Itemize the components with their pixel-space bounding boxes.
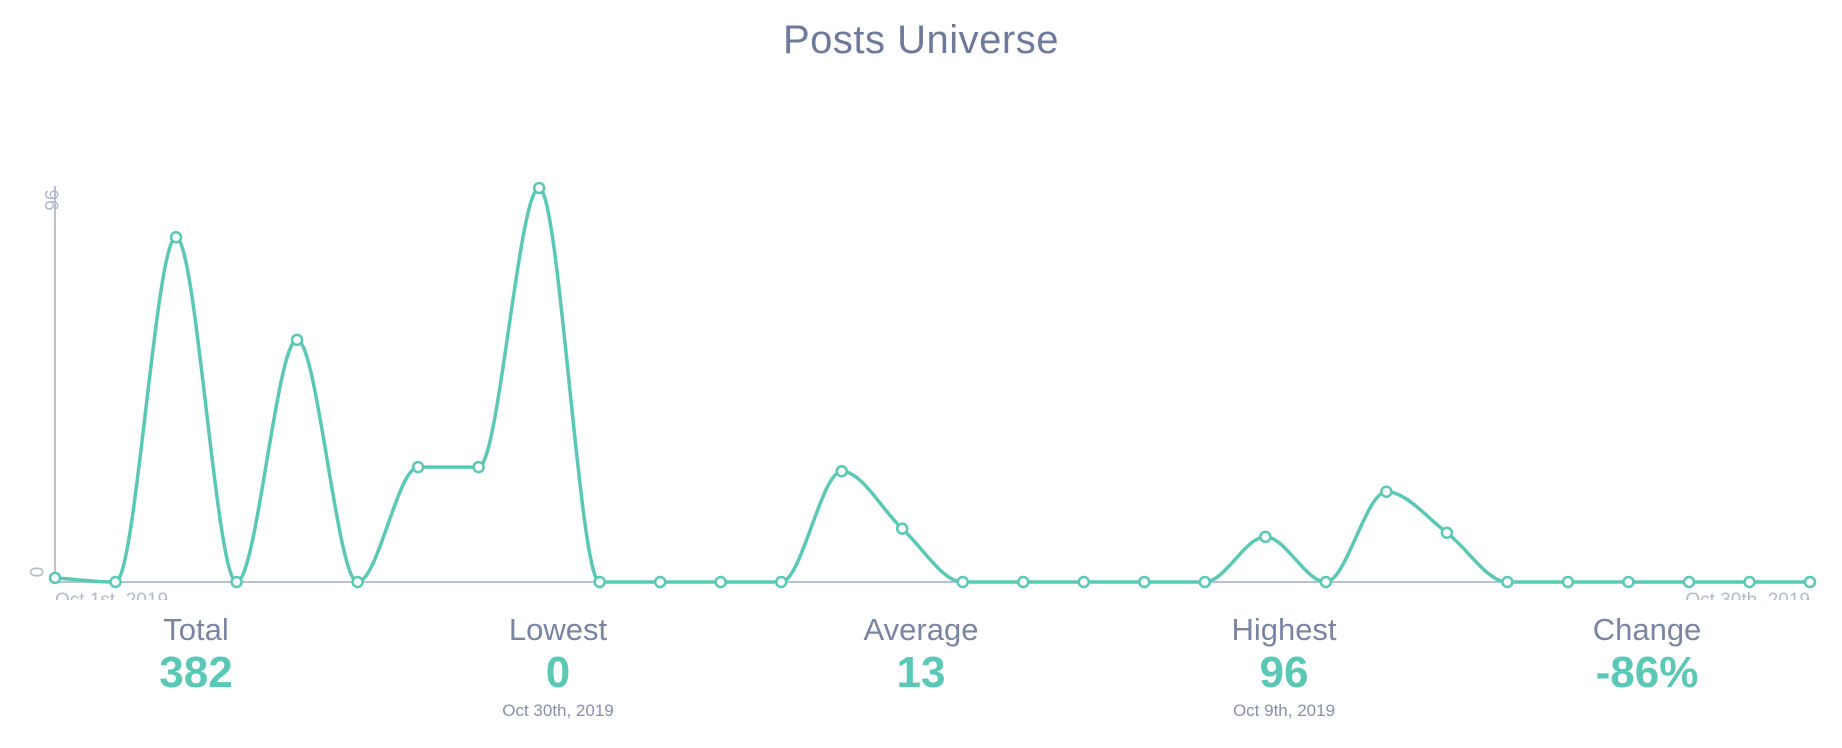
stat-lowest-value: 0 <box>545 648 571 697</box>
stat-lowest: Lowest 0 Oct 30th, 2019 <box>408 612 708 724</box>
data-point[interactable]: Oct 3rd, 2019: 84 <box>169 231 183 244</box>
stat-highest-date: Oct 9th, 2019 <box>1232 701 1336 720</box>
data-point[interactable]: Oct 12th, 2019: 0 <box>714 575 727 589</box>
data-point[interactable]: Oct 4th, 2019: 0 <box>230 575 243 589</box>
stat-highest-value: 96 <box>1259 648 1309 697</box>
data-point[interactable]: Oct 15th, 2019: 13 <box>895 522 909 535</box>
chart-title: Posts Universe <box>783 18 1059 62</box>
y-tick-label-min: 0 <box>25 567 46 578</box>
stat-lowest-date: Oct 30th, 2019 <box>502 701 614 720</box>
data-point[interactable]: Oct 24th, 2019: 12 <box>1440 526 1454 539</box>
data-point[interactable]: Oct 8th, 2019: 28 <box>472 460 485 474</box>
stat-highest: Highest 96 Oct 9th, 2019 <box>1134 612 1434 724</box>
stat-change: Change -86% <box>1497 612 1797 698</box>
data-point[interactable]: Oct 18th, 2019: 0 <box>1077 575 1091 589</box>
data-point[interactable]: Oct 30th, 2019: 0 <box>1803 575 1817 589</box>
data-point[interactable]: Oct 9th, 2019: 96 <box>532 181 546 195</box>
data-point[interactable]: Oct 5th, 2019: 59 <box>290 333 304 347</box>
data-point[interactable]: Oct 28th, 2019: 0 <box>1682 575 1696 589</box>
data-point[interactable]: Oct 10th, 2019: 0 <box>593 575 606 589</box>
stat-total-label: Total <box>163 612 229 647</box>
data-point[interactable]: Oct 26th, 2019: 0 <box>1561 575 1575 589</box>
stat-average: Average 13 <box>771 612 1071 698</box>
data-point[interactable]: Oct 25th, 2019: 0 <box>1501 575 1514 589</box>
y-tick-label-max: 96 <box>40 189 61 210</box>
data-point[interactable]: Oct 27th, 2019: 0 <box>1622 575 1635 589</box>
x-tick-label-start: Oct 1st, 2019 <box>55 590 168 600</box>
stat-highest-label: Highest <box>1231 612 1337 647</box>
data-point[interactable]: Oct 16th, 2019: 0 <box>956 575 970 589</box>
series-line <box>54 186 1810 584</box>
stat-total-value: 382 <box>159 648 233 697</box>
data-point[interactable]: Oct 23rd, 2019: 22 <box>1380 485 1393 498</box>
stat-change-label: Change <box>1592 612 1702 647</box>
stat-average-value: 13 <box>896 648 946 697</box>
stat-total: Total 382 <box>46 612 346 698</box>
line-chart: 96 0 Oct 1st, 2019 Oct 30th, 2019 Oct 1s… <box>25 181 1817 600</box>
data-point[interactable]: Oct 20th, 2019: 0 <box>1198 575 1212 589</box>
series-layer: Oct 1st, 2019: 1 Oct 2nd, 2019: 0 Oct 3rd,… <box>48 181 1817 589</box>
x-tick-label-end: Oct 30th, 2019 <box>1685 590 1810 600</box>
stat-average-label: Average <box>863 612 979 647</box>
data-point[interactable]: Oct 21st, 2019: 11 <box>1259 530 1272 544</box>
data-point[interactable]: Oct 11th, 2019: 0 <box>653 575 667 589</box>
data-point[interactable]: Oct 13th, 2019: 0 <box>774 575 788 589</box>
data-point[interactable]: Oct 14th, 2019: 27 <box>835 464 848 478</box>
data-point[interactable]: Oct 17th, 2019: 0 <box>1017 575 1030 589</box>
stat-change-value: -86% <box>1595 648 1699 697</box>
data-point[interactable]: Oct 6th, 2019: 0 <box>351 575 364 589</box>
stat-lowest-label: Lowest <box>508 612 608 647</box>
data-point[interactable]: Oct 19th, 2019: 0 <box>1138 575 1151 589</box>
data-point[interactable]: Oct 29th, 2019: 0 <box>1743 575 1756 589</box>
data-point[interactable]: Oct 7th, 2019: 28 <box>411 460 425 474</box>
data-point[interactable]: Oct 22nd, 2019: 0 <box>1319 575 1333 589</box>
data-point[interactable]: Oct 1st, 2019: 1 <box>48 571 62 585</box>
data-point[interactable]: Oct 2nd, 2019: 0 <box>109 575 122 589</box>
